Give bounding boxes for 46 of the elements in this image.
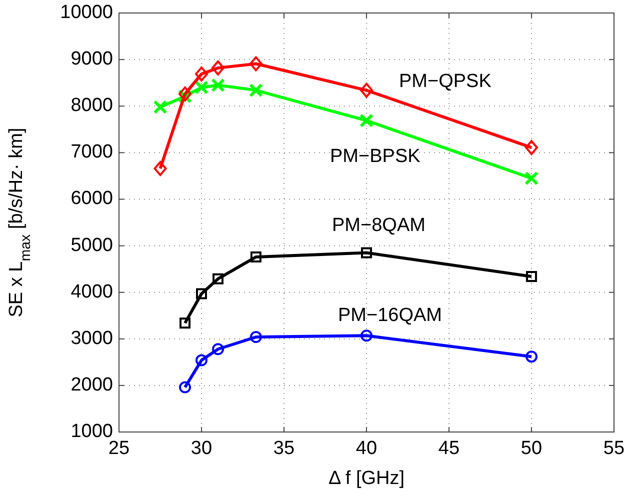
- x-tick-label: 50: [520, 438, 542, 459]
- series-label: PM−BPSK: [330, 146, 421, 168]
- point: [196, 288, 207, 300]
- point: [524, 171, 538, 186]
- series-label: PM−QPSK: [399, 71, 492, 92]
- point: [179, 381, 191, 394]
- x-tick-label: 30: [190, 438, 212, 459]
- y-tick-label: 2000: [70, 374, 113, 396]
- point: [180, 318, 190, 329]
- point: [196, 354, 208, 366]
- y-tick-label: 6000: [70, 188, 113, 210]
- y-tick-label: 7000: [70, 142, 113, 163]
- y-tick-label: 4000: [70, 281, 113, 302]
- point: [250, 251, 262, 262]
- point: [154, 160, 167, 176]
- y-tick-label: 10000: [60, 2, 113, 24]
- series-label: PM−16QAM: [338, 305, 442, 326]
- point: [526, 271, 537, 282]
- point: [178, 86, 192, 102]
- point: [212, 343, 224, 356]
- point: [526, 350, 538, 363]
- point: [212, 273, 224, 284]
- y-tick-label: 9000: [70, 48, 113, 70]
- x-tick-label: 45: [438, 438, 460, 459]
- point: [250, 331, 262, 344]
- x-axis-title: Δ f [GHz]: [328, 468, 405, 489]
- x-tick-label: 55: [603, 438, 625, 459]
- series-label: PM−8QAM: [332, 215, 426, 236]
- point: [195, 66, 208, 82]
- y-tick-label: 3000: [70, 328, 113, 349]
- point: [153, 100, 168, 114]
- point: [248, 83, 263, 98]
- point: [211, 78, 225, 92]
- point: [360, 82, 373, 98]
- point: [361, 247, 372, 258]
- point: [525, 140, 538, 156]
- point: [360, 330, 372, 342]
- y-tick-label: 5000: [70, 234, 113, 256]
- y-tick-label: 8000: [70, 95, 113, 116]
- point: [249, 56, 262, 72]
- point: [360, 114, 374, 128]
- point: [194, 80, 208, 94]
- x-tick-label: 25: [108, 438, 130, 459]
- point: [212, 60, 224, 76]
- x-tick-label: 40: [356, 438, 378, 459]
- x-tick-label: 35: [273, 438, 295, 459]
